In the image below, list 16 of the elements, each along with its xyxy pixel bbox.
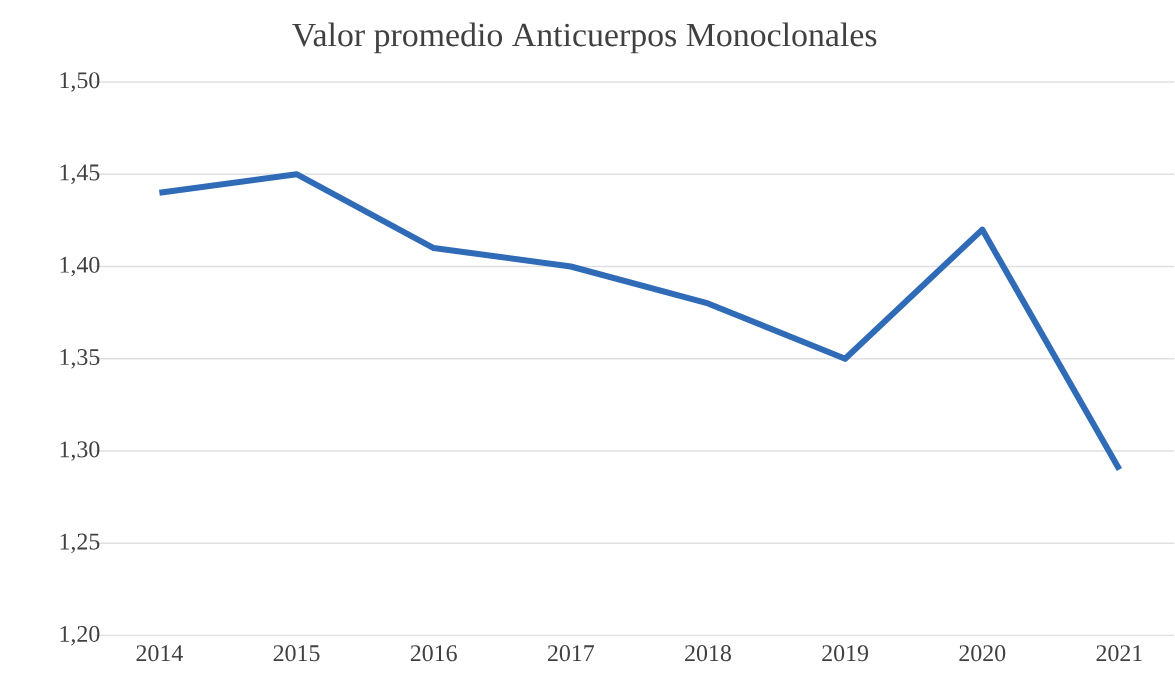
y-tick-label: 1,45 [60, 164, 100, 185]
y-tick-label: 1,30 [60, 441, 100, 462]
x-tick-label: 2020 [959, 645, 1006, 662]
x-tick-label: 2016 [410, 645, 457, 662]
y-tick-label: 1,50 [60, 72, 100, 92]
x-tick-label: 2021 [1096, 645, 1142, 662]
x-tick-label: 2018 [685, 645, 731, 662]
x-tick-label: 2014 [136, 645, 183, 662]
y-tick-label: 1,40 [60, 256, 100, 277]
x-tick-label: 2019 [822, 645, 869, 662]
y-tick-label: 1,25 [60, 533, 100, 554]
x-tick-label: 2015 [273, 645, 320, 662]
y-tick-label: 1,20 [60, 626, 100, 646]
y-tick-label: 1,35 [60, 349, 100, 369]
chart-title: Valor promedio Anticuerpos Monoclonales [292, 22, 877, 54]
x-tick-label: 2017 [547, 645, 595, 662]
